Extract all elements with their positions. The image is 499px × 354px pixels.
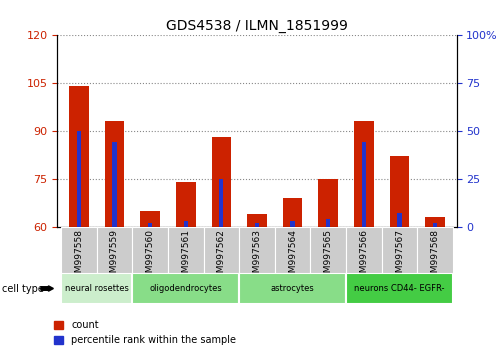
Legend: count, percentile rank within the sample: count, percentile rank within the sample (50, 316, 240, 349)
Text: neurons CD44- EGFR-: neurons CD44- EGFR- (354, 284, 445, 293)
Bar (318, 179, 338, 227)
Bar (382, 227, 417, 273)
Bar (212, 137, 231, 227)
Bar (69, 86, 89, 227)
Text: GSM997561: GSM997561 (181, 229, 190, 284)
Bar (275, 227, 310, 273)
Bar (61, 273, 132, 304)
Bar (239, 227, 275, 273)
Title: GDS4538 / ILMN_1851999: GDS4538 / ILMN_1851999 (166, 19, 348, 33)
Bar (346, 227, 382, 273)
Bar (283, 198, 302, 227)
Text: GSM997560: GSM997560 (146, 229, 155, 284)
Bar (255, 223, 259, 227)
Bar (326, 219, 330, 227)
Bar (132, 227, 168, 273)
Bar (77, 131, 81, 227)
Text: GSM997563: GSM997563 (252, 229, 261, 284)
Bar (97, 227, 132, 273)
Bar (184, 221, 188, 227)
Text: GSM997564: GSM997564 (288, 229, 297, 284)
Bar (390, 156, 409, 227)
Text: GSM997558: GSM997558 (74, 229, 83, 284)
Bar (425, 217, 445, 227)
Bar (204, 227, 239, 273)
Bar (148, 223, 152, 227)
Bar (397, 213, 402, 227)
Text: GSM997565: GSM997565 (324, 229, 333, 284)
Bar (132, 273, 239, 304)
Text: astrocytes: astrocytes (271, 284, 314, 293)
Text: oligodendrocytes: oligodendrocytes (149, 284, 222, 293)
Text: GSM997562: GSM997562 (217, 229, 226, 284)
Bar (247, 214, 267, 227)
Bar (61, 227, 97, 273)
Bar (105, 121, 124, 227)
Text: neural rosettes: neural rosettes (65, 284, 129, 293)
Bar (239, 273, 346, 304)
Text: GSM997559: GSM997559 (110, 229, 119, 284)
Bar (176, 182, 196, 227)
Text: GSM997567: GSM997567 (395, 229, 404, 284)
Bar (362, 142, 366, 227)
Bar (168, 227, 204, 273)
Bar (290, 221, 295, 227)
Bar (140, 211, 160, 227)
Bar (310, 227, 346, 273)
Bar (346, 273, 453, 304)
Bar (112, 142, 117, 227)
Text: cell type: cell type (2, 284, 44, 293)
Bar (354, 121, 374, 227)
Text: GSM997566: GSM997566 (359, 229, 368, 284)
Bar (433, 223, 437, 227)
Text: GSM997568: GSM997568 (431, 229, 440, 284)
Bar (219, 179, 224, 227)
Bar (417, 227, 453, 273)
